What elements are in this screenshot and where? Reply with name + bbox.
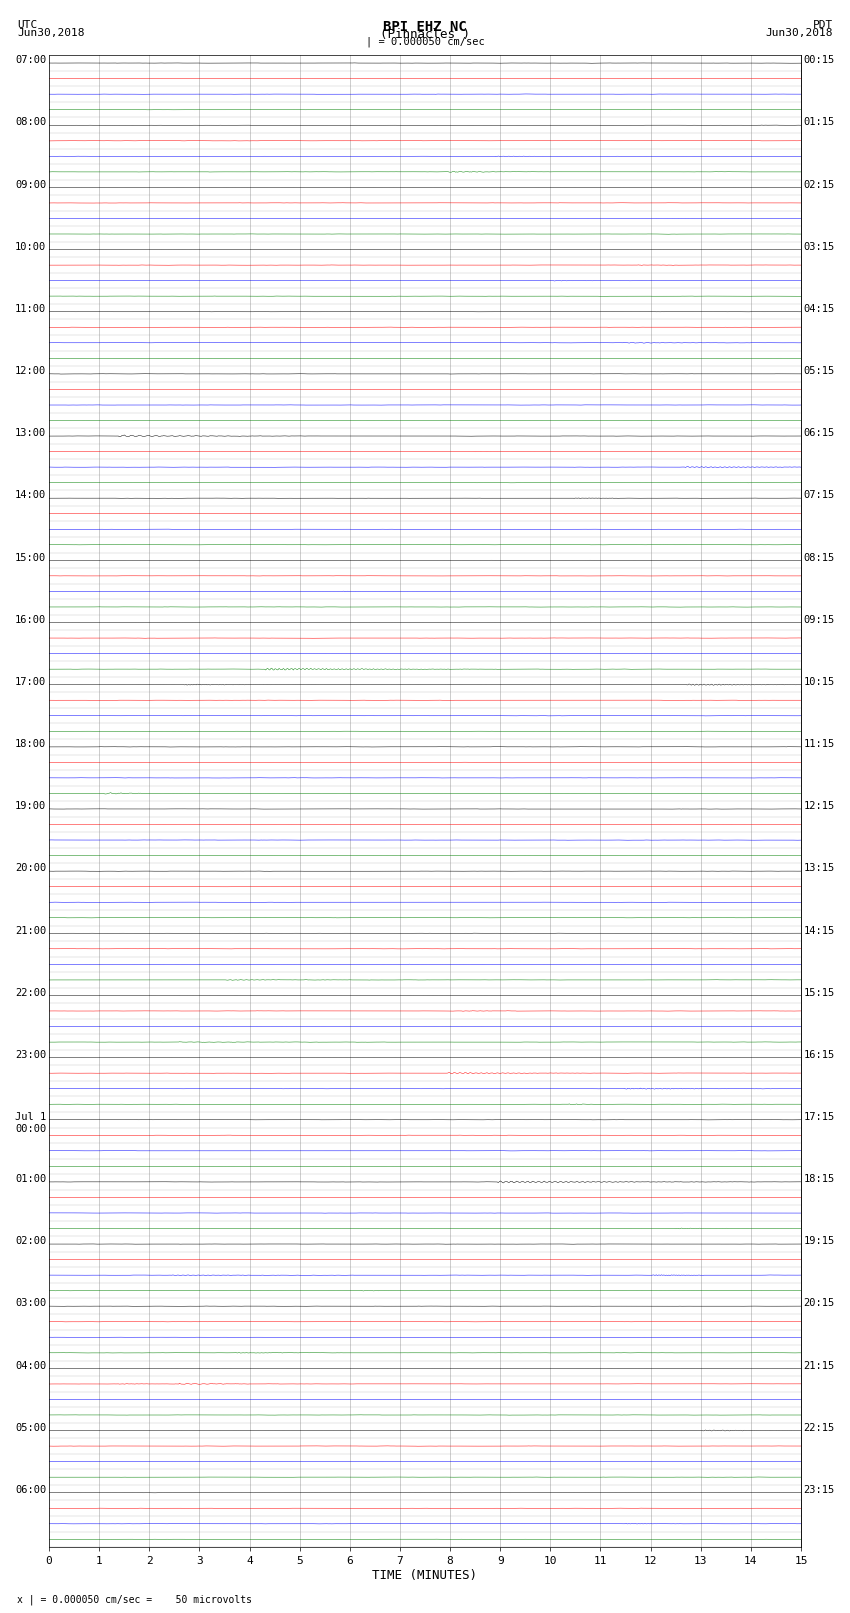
Text: Jun30,2018: Jun30,2018 <box>17 29 84 39</box>
Text: | = 0.000050 cm/sec: | = 0.000050 cm/sec <box>366 37 484 47</box>
Text: Jun30,2018: Jun30,2018 <box>766 29 833 39</box>
X-axis label: TIME (MINUTES): TIME (MINUTES) <box>372 1569 478 1582</box>
Text: BPI EHZ NC: BPI EHZ NC <box>383 19 467 34</box>
Text: (Pinnacles ): (Pinnacles ) <box>380 29 470 42</box>
Text: x | = 0.000050 cm/sec =    50 microvolts: x | = 0.000050 cm/sec = 50 microvolts <box>17 1594 252 1605</box>
Text: PDT: PDT <box>813 19 833 31</box>
Text: UTC: UTC <box>17 19 37 31</box>
